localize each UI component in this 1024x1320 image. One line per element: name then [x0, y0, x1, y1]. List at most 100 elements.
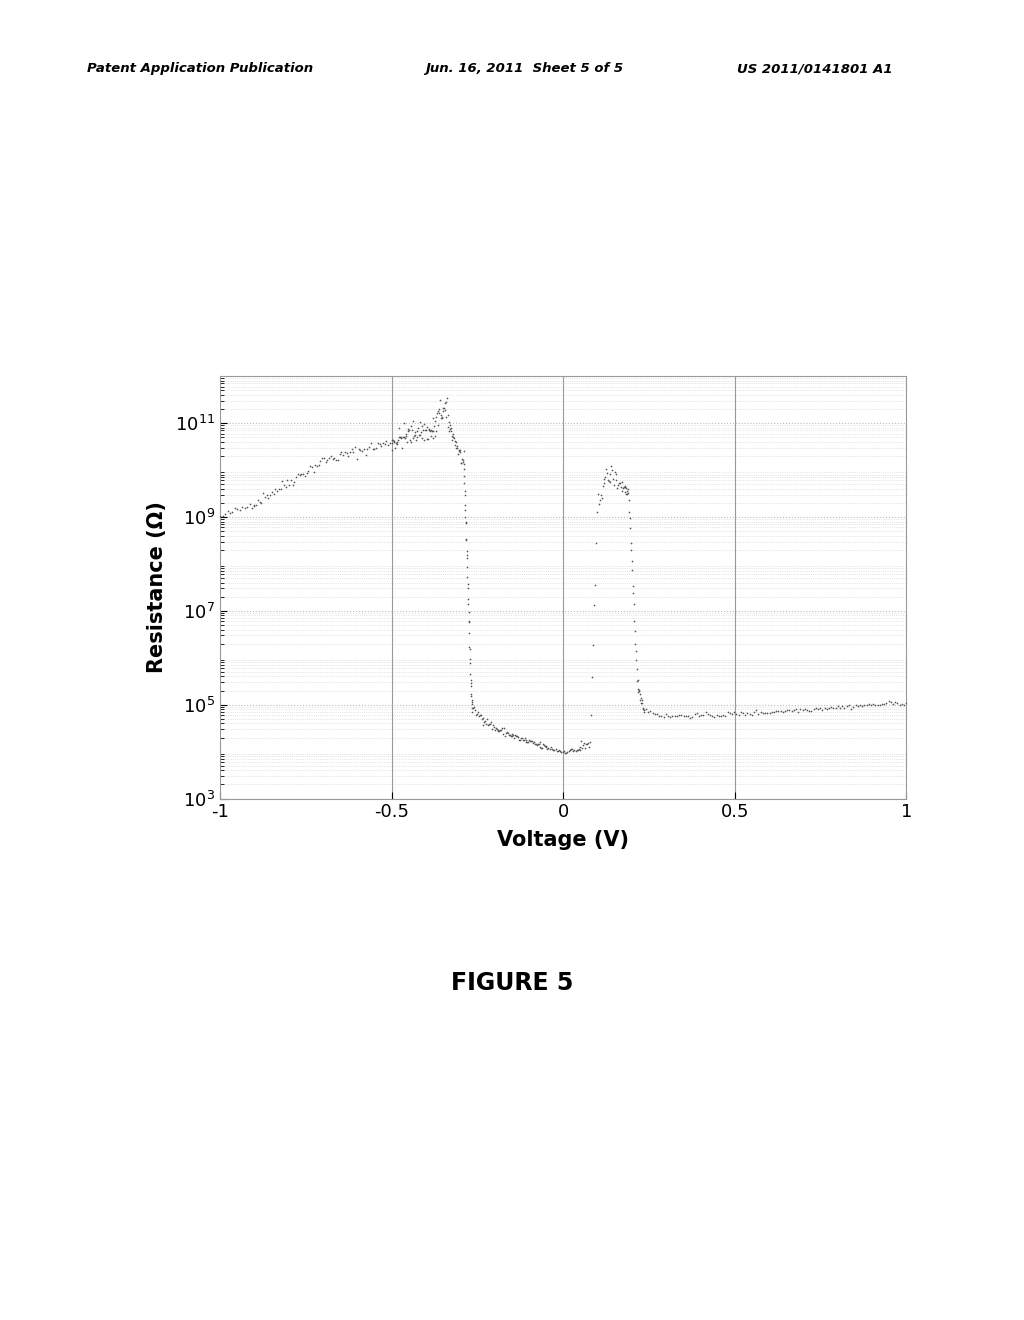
- Point: [599, 463, 615, 484]
- Point: [892, 694, 908, 715]
- Point: [426, 416, 442, 437]
- Point: [579, 734, 595, 755]
- Point: [231, 499, 248, 520]
- Point: [583, 705, 599, 726]
- Point: [312, 450, 329, 471]
- Point: [785, 700, 802, 721]
- Point: [456, 441, 472, 462]
- Point: [438, 407, 455, 428]
- Point: [538, 737, 554, 758]
- Point: [526, 734, 543, 755]
- Point: [549, 741, 565, 762]
- Point: [367, 438, 383, 459]
- Point: [632, 690, 648, 711]
- Point: [876, 694, 892, 715]
- Point: [248, 494, 264, 515]
- Point: [406, 425, 422, 446]
- Point: [450, 437, 466, 458]
- Point: [646, 704, 663, 725]
- Point: [634, 689, 650, 710]
- Point: [461, 636, 477, 657]
- Point: [774, 701, 791, 722]
- Point: [246, 494, 262, 515]
- Point: [631, 681, 647, 702]
- Text: Patent Application Publication: Patent Application Publication: [87, 62, 313, 75]
- Point: [460, 589, 476, 610]
- Point: [621, 483, 637, 504]
- Point: [430, 400, 446, 421]
- Point: [413, 422, 429, 444]
- Point: [622, 507, 638, 528]
- Point: [456, 454, 472, 475]
- Point: [781, 700, 798, 721]
- Point: [649, 704, 666, 725]
- Point: [459, 546, 475, 568]
- Point: [453, 441, 469, 462]
- Point: [398, 425, 415, 446]
- Point: [616, 477, 633, 498]
- Point: [461, 623, 477, 644]
- Point: [552, 741, 568, 762]
- Point: [623, 532, 639, 553]
- Point: [372, 434, 388, 455]
- Point: [444, 429, 461, 450]
- Point: [349, 449, 366, 470]
- Point: [257, 487, 273, 508]
- Point: [224, 502, 241, 523]
- Point: [460, 594, 476, 615]
- Point: [724, 704, 740, 725]
- Point: [437, 400, 454, 421]
- Point: [695, 705, 712, 726]
- Point: [455, 450, 471, 471]
- Y-axis label: Resistance (Ω): Resistance (Ω): [147, 502, 167, 673]
- Point: [659, 706, 676, 727]
- Point: [806, 698, 822, 719]
- Point: [739, 704, 756, 725]
- Point: [290, 463, 306, 484]
- Point: [598, 459, 614, 480]
- Point: [810, 698, 826, 719]
- Point: [701, 705, 718, 726]
- Point: [512, 729, 528, 750]
- Point: [252, 492, 268, 513]
- Point: [631, 680, 647, 701]
- Point: [569, 739, 586, 760]
- Point: [867, 694, 884, 715]
- Point: [611, 473, 628, 494]
- Point: [342, 442, 358, 463]
- Point: [462, 648, 478, 669]
- Point: [453, 453, 469, 474]
- Point: [270, 478, 287, 499]
- Point: [319, 450, 336, 471]
- Point: [303, 457, 319, 478]
- Point: [783, 701, 800, 722]
- Point: [630, 669, 646, 690]
- Point: [616, 477, 633, 498]
- Point: [566, 739, 583, 760]
- Point: [274, 470, 291, 491]
- Point: [635, 697, 651, 718]
- Point: [743, 704, 760, 725]
- Point: [226, 498, 243, 519]
- Point: [614, 480, 631, 502]
- Point: [234, 496, 251, 517]
- Point: [755, 702, 771, 723]
- Point: [688, 704, 705, 725]
- Point: [463, 669, 479, 690]
- Point: [317, 451, 334, 473]
- Point: [564, 739, 581, 760]
- Point: [462, 664, 478, 685]
- Point: [285, 474, 301, 495]
- Point: [633, 688, 649, 709]
- Point: [625, 583, 641, 605]
- Point: [547, 738, 563, 759]
- Point: [503, 725, 519, 746]
- Point: [471, 706, 487, 727]
- Point: [297, 466, 313, 487]
- Point: [560, 741, 577, 762]
- Point: [617, 482, 634, 503]
- Point: [507, 725, 523, 746]
- Point: [865, 694, 882, 715]
- Point: [509, 726, 525, 747]
- Point: [310, 454, 327, 475]
